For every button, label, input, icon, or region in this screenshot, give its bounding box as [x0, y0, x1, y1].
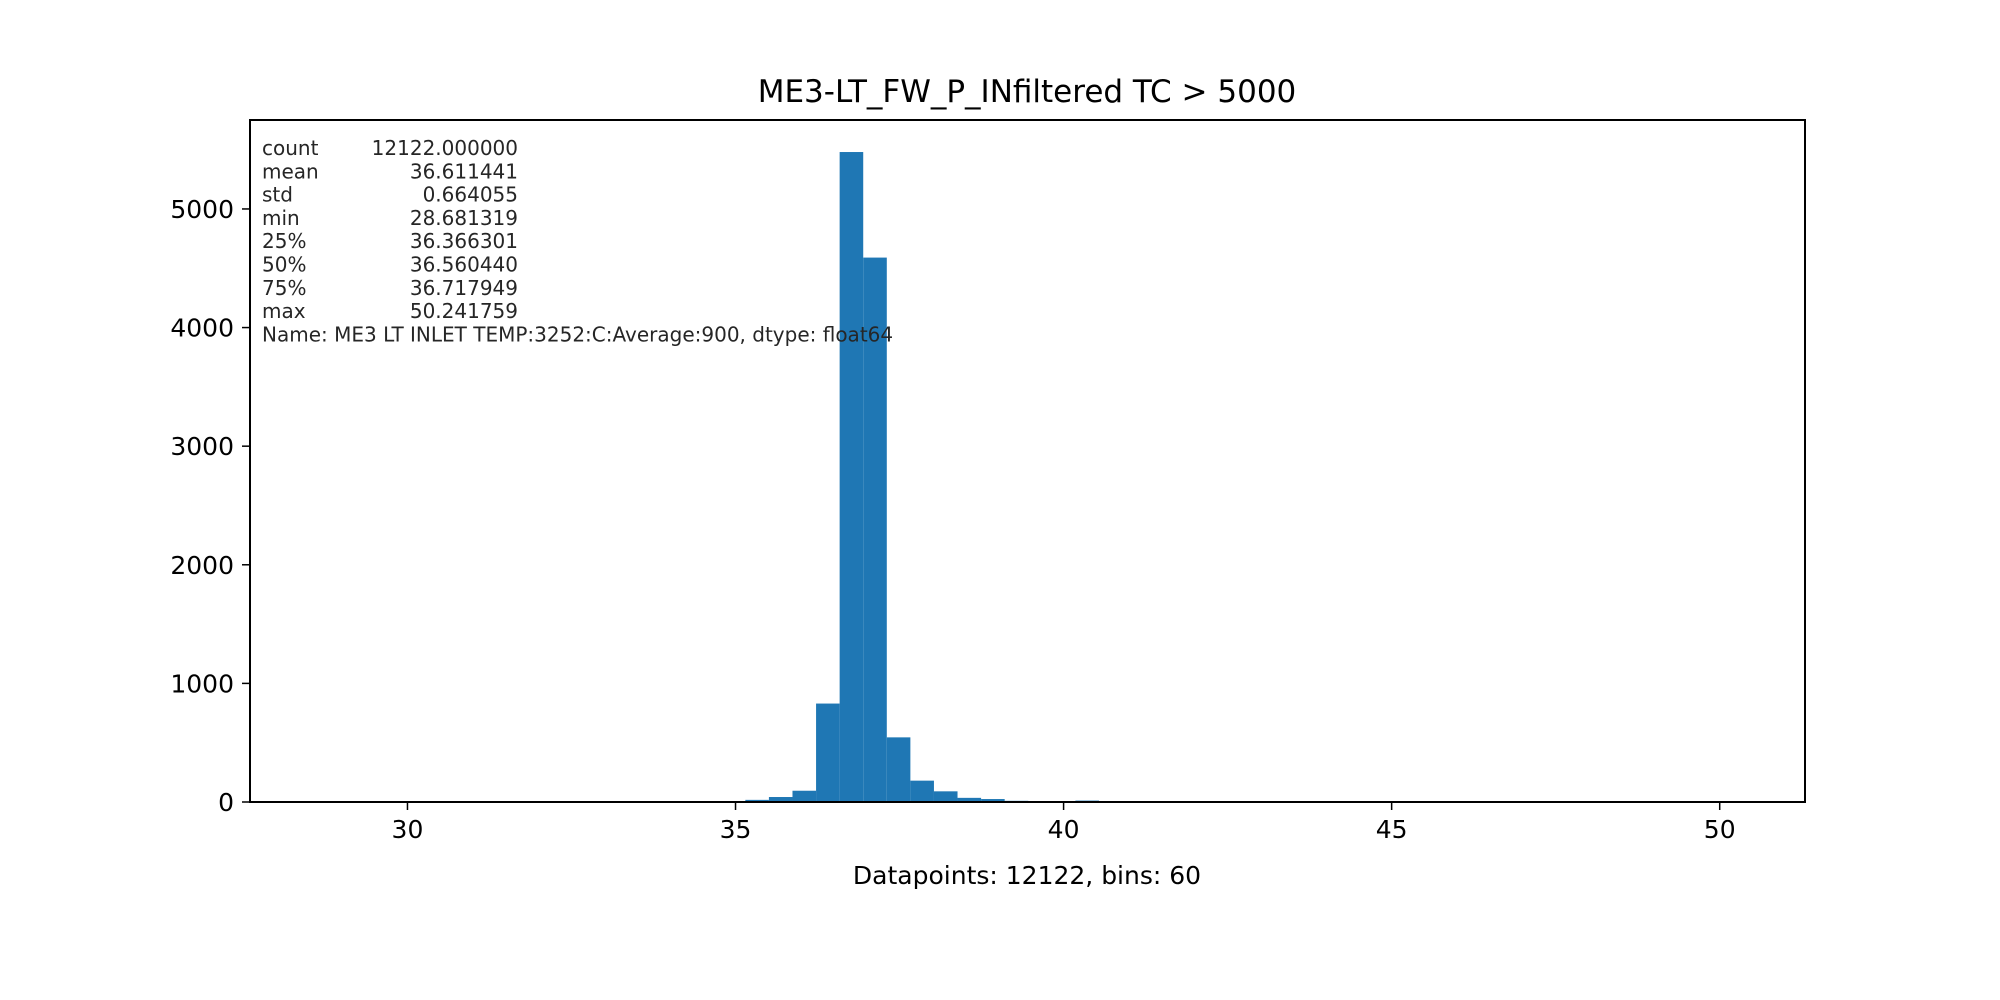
stats-label: count [262, 136, 319, 160]
stats-label: 25% [262, 229, 306, 253]
stats-footer: Name: ME3 LT INLET TEMP:3252:C:Average:9… [262, 322, 893, 346]
histogram-bar [957, 797, 982, 802]
stats-value: 36.611441 [410, 159, 518, 183]
histogram-bar [768, 797, 793, 802]
histogram-bar [792, 790, 817, 802]
histogram-bar [745, 799, 769, 802]
stats-value: 36.717949 [410, 276, 518, 300]
x-tick-label: 40 [1048, 815, 1080, 844]
stats-label: mean [262, 159, 319, 183]
stats-value: 36.560440 [410, 253, 518, 277]
stats-label: min [262, 206, 300, 230]
stats-value: 12122.000000 [372, 136, 518, 160]
x-tick-label: 30 [392, 815, 424, 844]
x-tick-label: 35 [720, 815, 752, 844]
histogram-bar [910, 780, 934, 802]
y-axis: 0 1000 2000 3000 4000 5000 [170, 195, 250, 817]
x-axis: 30 35 40 45 50 [392, 802, 1736, 844]
y-tick-label: 3000 [170, 432, 234, 461]
y-tick-label: 4000 [170, 314, 234, 343]
chart-title: ME3-LT_FW_P_INfiltered TC > 5000 [758, 74, 1297, 110]
stats-value: 28.681319 [410, 206, 518, 230]
plot-area-frame [249, 119, 1806, 803]
histogram-bars [320, 152, 1736, 803]
y-tick-label: 5000 [170, 195, 234, 224]
histogram-bar [839, 152, 864, 802]
stats-label: max [262, 299, 306, 323]
stats-value: 0.664055 [423, 183, 518, 207]
stats-label: std [262, 183, 293, 207]
histogram-bar [981, 799, 1005, 802]
histogram-bar [886, 737, 911, 802]
stats-value: 50.241759 [410, 299, 518, 323]
stats-label: 50% [262, 253, 306, 277]
stats-label: 75% [262, 276, 306, 300]
y-tick-label: 1000 [170, 669, 234, 698]
y-tick-label: 2000 [170, 551, 234, 580]
histogram-bar [933, 791, 958, 802]
x-axis-label: Datapoints: 12122, bins: 60 [853, 861, 1201, 890]
histogram-bar [816, 703, 840, 802]
y-tick-label: 0 [218, 788, 234, 817]
summary-statistics-box: count 12122.000000 mean 36.611441 std 0.66405… [262, 136, 893, 346]
stats-value: 36.366301 [410, 229, 518, 253]
x-tick-label: 45 [1376, 815, 1408, 844]
histogram-bar [863, 257, 887, 803]
x-tick-label: 50 [1704, 815, 1736, 844]
